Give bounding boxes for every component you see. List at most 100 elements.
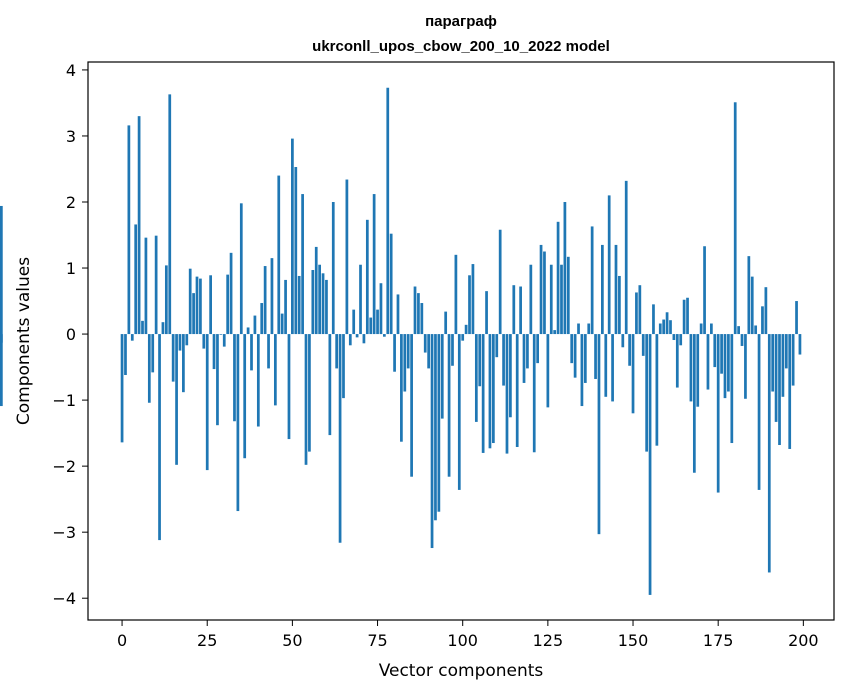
- bar-1: [124, 334, 127, 376]
- bar-109: [492, 334, 495, 444]
- bar-122: [536, 334, 540, 364]
- bar-47: [280, 313, 284, 335]
- bar-187: [757, 334, 761, 490]
- x-axis-ticks: 0 25 50 75 100 125 150 175 200: [117, 620, 819, 650]
- bar-188: [761, 306, 764, 335]
- bar-180: [733, 102, 737, 335]
- bar-4: [134, 224, 138, 335]
- bar-168: [692, 334, 696, 473]
- bar-46: [277, 175, 281, 335]
- bar-14: [168, 94, 172, 335]
- bar-108: [488, 334, 492, 449]
- bar-193: [778, 334, 781, 446]
- bar-57: [314, 246, 318, 335]
- x-tick-label: 25: [197, 631, 217, 650]
- bar-10: [154, 235, 158, 335]
- bar-25: [205, 334, 209, 471]
- bar-112: [502, 334, 505, 386]
- bar-107: [485, 291, 488, 335]
- bar-12: [161, 322, 165, 335]
- bar-87: [417, 293, 420, 335]
- bar-161: [669, 320, 672, 335]
- bar-28: [216, 334, 219, 426]
- bar-114: [509, 334, 512, 418]
- bar-84: [406, 334, 410, 369]
- bar-169: [696, 334, 700, 407]
- bar-30: [222, 334, 226, 347]
- bar-60: [325, 279, 328, 335]
- bar-123: [539, 244, 543, 335]
- bar-130: [563, 202, 567, 335]
- y-tick-label: −3: [52, 523, 76, 542]
- y-tick-label: −4: [52, 589, 76, 608]
- bar-181: [737, 326, 740, 335]
- bar-17: [178, 334, 182, 351]
- bar-undefined: [0, 334, 3, 407]
- bar-9: [151, 334, 155, 373]
- bar-78: [386, 87, 390, 335]
- x-tick-label: 75: [367, 631, 387, 650]
- bar-65: [342, 334, 345, 399]
- bar-34: [236, 334, 240, 512]
- bars: [0, 87, 802, 595]
- bar-132: [570, 334, 574, 364]
- bar-11: [158, 334, 161, 541]
- bar-58: [318, 264, 321, 335]
- bar-43: [267, 334, 270, 369]
- bar-39: [253, 315, 257, 335]
- bar-73: [369, 317, 373, 335]
- bar-198: [795, 301, 798, 335]
- bar-140: [597, 334, 601, 535]
- bar-72: [365, 219, 369, 335]
- bar-186: [754, 325, 758, 335]
- bar-190: [767, 334, 771, 573]
- bar-61: [328, 334, 332, 436]
- bar-113: [505, 334, 509, 454]
- bar-22: [195, 276, 199, 335]
- y-tick-label: 4: [66, 61, 76, 80]
- bar-179: [730, 334, 734, 444]
- bar-15: [171, 334, 175, 382]
- bar-54: [304, 334, 308, 465]
- bar-42: [263, 266, 267, 335]
- x-tick-label: 50: [282, 631, 302, 650]
- bar-141: [601, 244, 604, 335]
- bar-35: [239, 203, 243, 335]
- bar-52: [297, 275, 301, 335]
- bar-164: [679, 334, 683, 346]
- bar-45: [273, 334, 277, 406]
- bar-33: [233, 334, 236, 422]
- bar-51: [294, 167, 298, 335]
- bar-149: [628, 334, 631, 366]
- bar-97: [451, 334, 454, 366]
- bar-120: [529, 264, 533, 335]
- bar-145: [614, 244, 618, 335]
- bar-56: [311, 270, 315, 335]
- plot-frame: [87, 61, 835, 621]
- bar-90: [427, 334, 431, 369]
- bar-104: [474, 334, 478, 422]
- bar-59: [321, 273, 325, 335]
- bar-184: [747, 256, 751, 335]
- bar-160: [665, 312, 669, 335]
- bar-64: [338, 334, 342, 543]
- chart-subtitle: ukrconll_upos_cbow_200_10_2022 model: [312, 38, 610, 55]
- bar-183: [744, 334, 747, 399]
- bar-155: [648, 334, 652, 595]
- bar-156: [652, 304, 655, 335]
- bar-134: [577, 323, 580, 335]
- bar-91: [430, 334, 434, 549]
- bar-83: [403, 334, 407, 392]
- bar-71: [362, 334, 366, 344]
- bar-5: [137, 116, 141, 335]
- bar-166: [686, 297, 689, 335]
- bar-92: [434, 334, 437, 521]
- bar-171: [703, 246, 706, 335]
- bar-163: [675, 334, 679, 388]
- bar-98: [454, 254, 458, 335]
- bar-148: [624, 180, 628, 335]
- bar-41: [260, 303, 264, 335]
- bar-182: [740, 334, 744, 346]
- bar-93: [437, 334, 441, 512]
- bar-159: [662, 319, 666, 335]
